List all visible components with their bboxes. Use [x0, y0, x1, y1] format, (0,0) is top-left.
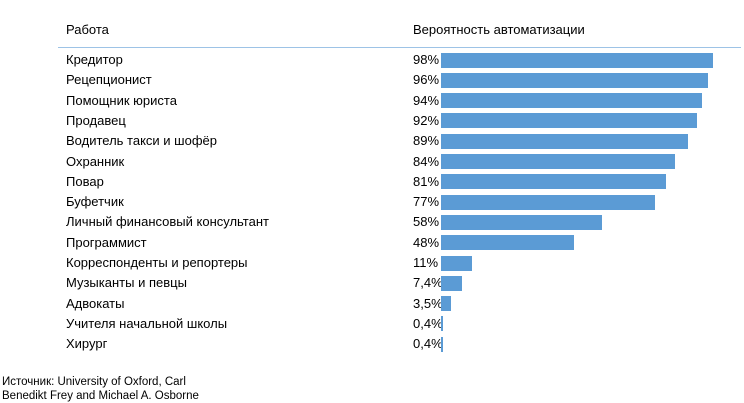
category-label: Хирург — [66, 336, 108, 352]
value-label: 84% — [413, 153, 440, 169]
probability-column-header: Вероятность автоматизации — [413, 22, 585, 37]
category-label: Адвокаты — [66, 295, 125, 311]
value-label: 92% — [413, 112, 440, 128]
bar — [441, 93, 703, 109]
value-label: 3,5% — [413, 295, 443, 311]
value-label: 58% — [413, 214, 440, 230]
source-line-1: Источник: University of Oxford, Carl — [2, 376, 186, 388]
source-line-2: Benedikt Frey and Michael A. Osborne — [2, 390, 199, 402]
bar — [441, 154, 675, 169]
value-label: 94% — [413, 92, 440, 108]
value-label: 77% — [413, 194, 440, 210]
bar — [441, 113, 697, 129]
bar — [441, 316, 443, 332]
category-label: Корреспонденты и репортеры — [66, 255, 248, 270]
bar — [441, 255, 472, 271]
value-label: 7,4% — [413, 275, 443, 291]
category-label: Кредитор — [66, 52, 123, 67]
bar — [441, 336, 443, 352]
category-label: Водитель такси и шофёр — [66, 133, 217, 149]
category-label: Программист — [66, 234, 147, 250]
bar — [441, 194, 656, 210]
bar — [441, 275, 462, 291]
bar — [441, 72, 708, 88]
bar — [441, 133, 689, 149]
bar — [441, 296, 451, 312]
bar — [441, 214, 603, 230]
category-label: Помощник юриста — [66, 92, 177, 108]
category-label: Продавец — [66, 112, 126, 128]
value-label: 11% — [413, 255, 439, 270]
bar — [441, 235, 575, 251]
value-label: 48% — [413, 234, 440, 250]
category-label: Буфетчик — [66, 194, 124, 210]
value-label: 0,4% — [413, 315, 443, 331]
category-label: Повар — [66, 173, 104, 189]
value-label: 96% — [413, 72, 440, 88]
source-note: Источник: University of Oxford, Carl Ben… — [2, 375, 199, 403]
header-divider — [58, 47, 741, 48]
bar — [441, 174, 667, 190]
category-label: Охранник — [66, 153, 125, 169]
category-label: Учителя начальной школы — [66, 315, 228, 331]
category-label: Музыканты и певцы — [66, 275, 187, 291]
category-label: Рецепционист — [66, 72, 152, 88]
value-label: 98% — [413, 52, 440, 67]
category-label: Личный финансовый консультант — [66, 214, 269, 230]
value-label: 0,4% — [413, 336, 443, 352]
value-label: 89% — [413, 133, 440, 149]
job-column-header: Работа — [66, 22, 109, 37]
bar — [441, 52, 714, 68]
value-label: 81% — [413, 173, 440, 189]
